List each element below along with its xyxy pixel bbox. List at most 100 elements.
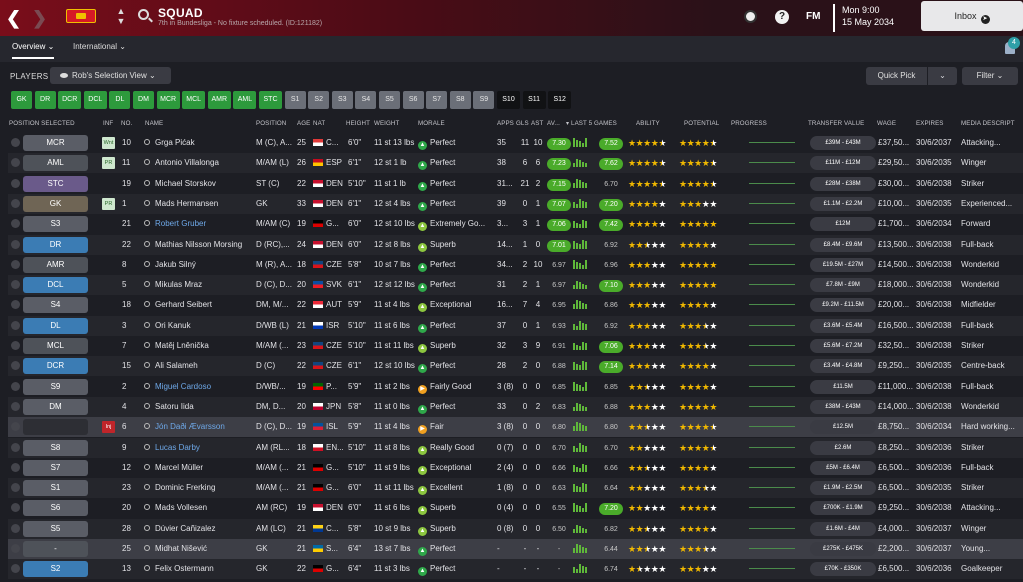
col-apps[interactable]: APPS [497, 120, 514, 127]
table-row[interactable]: S6 20 Mads Vollesen AM (RC) 19 DEN 6'0" 11 st 6… [8, 498, 1023, 518]
col-name[interactable]: NAME [145, 120, 164, 127]
position-chip-s4[interactable]: S4 [355, 91, 377, 109]
player-name[interactable]: Gerhard Seibert [155, 300, 212, 310]
row-checkbox[interactable] [11, 158, 20, 168]
player-name[interactable]: Mikulas Mraz [155, 280, 203, 290]
position-selector[interactable]: S7 [23, 459, 88, 476]
table-row[interactable]: - 25 Midhat Nišević GK 21 S... 6'4" 13 st 7 lbs… [8, 539, 1023, 559]
row-checkbox[interactable] [11, 381, 20, 391]
fm-logo[interactable]: FM [806, 11, 821, 22]
player-name-cell[interactable]: Lucas Darby [144, 438, 262, 458]
player-name-cell[interactable]: Robert Gruber [144, 214, 262, 234]
row-checkbox[interactable] [11, 198, 20, 208]
position-chip-dcl[interactable]: DCL [83, 91, 107, 109]
transfer-value[interactable]: £1.9M - £2.5M [810, 481, 876, 496]
position-selector[interactable]: S3 [23, 216, 88, 233]
row-checkbox[interactable] [11, 280, 20, 290]
player-name-cell[interactable]: Mads Hermansen [144, 194, 262, 214]
view-selector-dropdown[interactable]: Rob's Selection View ⌄ [50, 67, 171, 84]
player-name[interactable]: Ali Salameh [155, 361, 198, 371]
player-name-cell[interactable]: Jakub Silný [144, 255, 262, 275]
transfer-value[interactable]: £5.6M - £7.2M [810, 339, 876, 353]
row-checkbox[interactable] [11, 564, 20, 574]
col-transfer-value[interactable]: TRANSFER VALUE [808, 120, 865, 127]
table-row[interactable]: GK PR 1 Mads Hermansen GK 33 DEN 6'1" 12 st 4 lb… [8, 193, 1023, 214]
player-name-cell[interactable]: Midhat Nišević [144, 539, 262, 559]
row-checkbox[interactable] [11, 138, 20, 147]
forward-arrow-icon[interactable]: ❯ [32, 8, 48, 28]
transfer-value[interactable]: £275K - £475K [810, 542, 876, 556]
player-name[interactable]: Midhat Nišević [155, 544, 208, 553]
position-chip-dcr[interactable]: DCR [58, 91, 82, 109]
table-row[interactable]: S7 12 Marcel Müller M/AM (... 21 G... 5'10" 11 … [8, 458, 1023, 478]
player-name[interactable]: Jón Daði Ævarsson [155, 422, 225, 432]
col-expires[interactable]: EXPIRES [916, 120, 944, 127]
position-chip-s8[interactable]: S8 [449, 91, 471, 109]
table-row[interactable]: S3 21 Robert Gruber M/AM (C) 19 G... 6'0" 12 st… [8, 214, 1023, 234]
table-row[interactable]: DM 4 Satoru Iida DM, D... 20 JPN 5'8" 11 st 0 l… [8, 396, 1023, 417]
position-chip-s6[interactable]: S6 [402, 91, 424, 109]
position-selector[interactable]: S5 [23, 520, 88, 537]
position-chip-s11[interactable]: S11 [522, 91, 546, 109]
switch-club-arrows-icon[interactable]: ▲ ▼ [116, 6, 126, 26]
player-name[interactable]: Dominic Frerking [155, 483, 216, 493]
position-selector[interactable]: DCR [23, 358, 88, 375]
player-name[interactable]: Antonio Villalonga [155, 158, 219, 168]
transfer-value[interactable]: £7.8M - £9M [810, 278, 876, 293]
transfer-value[interactable]: £9.2M - £11.5M [810, 298, 876, 313]
player-name-cell[interactable]: Grga Pićak [144, 133, 262, 153]
player-name-cell[interactable]: Jón Daði Ævarsson [144, 417, 262, 437]
player-name[interactable]: Mads Hermansen [155, 198, 219, 208]
table-row[interactable]: DR 22 Mathias Nilsson Morsing D (RC),... 24 D… [8, 234, 1023, 255]
col-media[interactable]: MEDIA DESCRIPT [961, 120, 1015, 127]
transfer-value[interactable]: £1.6M - £4M [810, 521, 876, 536]
col-progress[interactable]: PROGRESS [731, 120, 767, 127]
position-chip-s1[interactable]: S1 [284, 91, 306, 109]
player-name-cell[interactable]: Miguel Cardoso [144, 377, 262, 397]
player-name-cell[interactable]: Felix Ostermann [144, 559, 262, 579]
position-chip-s7[interactable]: S7 [426, 91, 448, 109]
row-checkbox[interactable] [11, 422, 20, 432]
position-selector[interactable]: DCL [23, 277, 88, 294]
position-selector[interactable]: S1 [23, 480, 88, 497]
table-row[interactable]: AML PR 11 Antonio Villalonga M/AM (L) 26 ESP 6'… [8, 153, 1023, 174]
position-chip-mcr[interactable]: MCR [156, 91, 180, 109]
transfer-value[interactable]: £5M - £6.4M [810, 460, 876, 475]
position-chip-s5[interactable]: S5 [379, 91, 400, 109]
col-position-selected[interactable]: POSITION SELECTED [9, 120, 75, 127]
player-name-cell[interactable]: Dominic Frerking [144, 478, 262, 498]
player-name[interactable]: Marcel Müller [155, 462, 204, 472]
row-checkbox[interactable] [11, 361, 20, 371]
row-checkbox[interactable] [11, 503, 20, 513]
position-chip-aml[interactable]: AML [233, 91, 257, 109]
transfer-value[interactable]: £3.4M - £4.8M [810, 359, 876, 374]
transfer-value[interactable]: £700K - £1.9M [810, 501, 876, 516]
row-checkbox[interactable] [11, 442, 20, 452]
transfer-value[interactable]: £19.5M - £27M [810, 257, 876, 272]
row-checkbox[interactable] [11, 483, 20, 493]
table-row[interactable]: Inj 6 Jón Daði Ævarsson D (C), D... 19 ISL 5'9… [8, 417, 1023, 438]
position-chip-gk[interactable]: GK [11, 91, 32, 109]
position-selector[interactable]: S2 [23, 561, 88, 578]
player-name-cell[interactable]: Mads Vollesen [144, 498, 262, 518]
player-name[interactable]: Mathias Nilsson Morsing [155, 239, 243, 249]
transfer-value[interactable]: £2.6M [810, 440, 876, 455]
player-name[interactable]: Satoru Iida [155, 401, 194, 411]
position-chip-s2[interactable]: S2 [308, 91, 330, 109]
row-checkbox[interactable] [11, 401, 20, 411]
table-row[interactable]: DCL 5 Mikulas Mraz D (C), D... 20 SVK 6'1" 12 s… [8, 275, 1023, 296]
transfer-value[interactable]: £11M - £12M [810, 156, 876, 171]
col-av[interactable]: AV... [547, 120, 560, 127]
back-arrow-icon[interactable]: ❮ [6, 8, 22, 28]
position-selector[interactable]: - [23, 541, 88, 557]
player-name-cell[interactable]: Michael Storskov [144, 174, 262, 194]
row-checkbox[interactable] [11, 219, 20, 229]
position-selector[interactable]: STC [23, 175, 88, 192]
position-chip-mcl[interactable]: MCL [182, 91, 206, 109]
tab-overview[interactable]: Overview ⌄ [12, 42, 55, 59]
player-name[interactable]: Michael Storskov [155, 178, 216, 188]
player-name[interactable]: Lucas Darby [155, 442, 200, 452]
filter-button[interactable]: Filter ⌄ [962, 67, 1018, 85]
position-selector[interactable]: DR [23, 236, 88, 253]
position-selector[interactable] [23, 419, 88, 436]
